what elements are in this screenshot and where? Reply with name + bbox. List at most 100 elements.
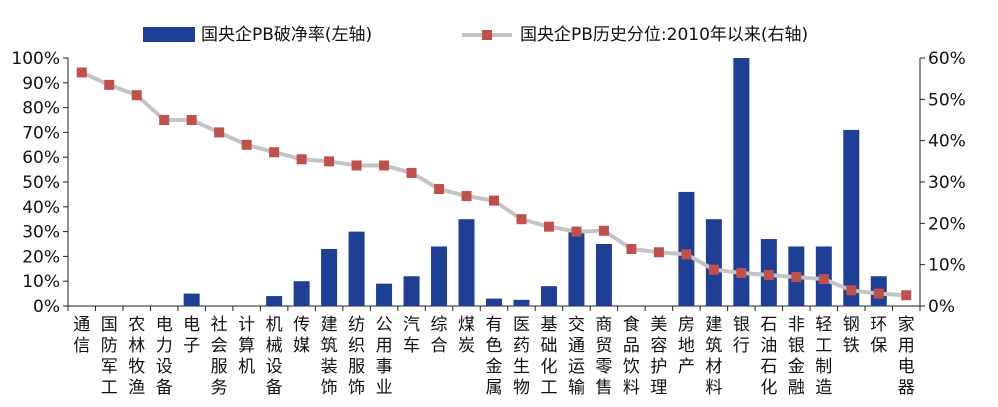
x-tick-label: 计算机 xyxy=(238,315,255,377)
line-point xyxy=(214,127,225,138)
line-point xyxy=(516,214,527,225)
line-point xyxy=(296,154,307,165)
line-point xyxy=(791,272,802,283)
x-tick-label: 机械设备 xyxy=(266,315,283,398)
x-tick-label: 轻工制造 xyxy=(815,315,832,398)
left-tick-label: 50% xyxy=(22,173,60,193)
line-point xyxy=(351,160,362,171)
bar xyxy=(486,298,502,306)
left-tick-label: 40% xyxy=(22,198,60,218)
line-point xyxy=(708,264,719,275)
line-point xyxy=(186,115,197,125)
left-tick-label: 70% xyxy=(22,123,60,143)
line-point xyxy=(818,274,829,285)
bar xyxy=(540,286,557,306)
x-tick-label: 传媒 xyxy=(293,315,310,356)
legend-line-marker xyxy=(482,30,492,40)
legend: 国央企PB破净率(左轴) 国央企PB历史分位:2010年以来(右轴) xyxy=(143,25,808,45)
left-tick-label: 100% xyxy=(11,49,60,69)
line-point xyxy=(598,225,609,236)
x-tick-label: 煤炭 xyxy=(458,315,475,356)
line-point xyxy=(324,156,335,167)
x-tick-label: 汽车 xyxy=(403,315,420,356)
line-point xyxy=(681,249,692,260)
bar xyxy=(183,293,200,306)
x-tick-label: 建筑装饰 xyxy=(321,315,338,398)
right-tick-label: 30% xyxy=(928,173,966,193)
line-point xyxy=(626,243,637,254)
line-point xyxy=(543,221,554,232)
x-axis-labels: 通信国防军工农林牧渔电力设备电子社会服务计算机机械设备传媒建筑装饰纺织服饰公用事… xyxy=(73,315,915,398)
x-tick-label: 社会服务 xyxy=(211,315,228,398)
x-tick-label: 商贸零售 xyxy=(595,315,612,398)
line-point xyxy=(159,115,170,125)
x-tick-label: 基础化工 xyxy=(540,315,557,398)
bar xyxy=(595,244,612,306)
bar xyxy=(568,231,585,306)
bar xyxy=(431,246,448,306)
percentile-line xyxy=(80,70,907,298)
left-tick-label: 80% xyxy=(22,99,60,119)
right-tick-label: 50% xyxy=(928,90,966,110)
left-tick-label: 90% xyxy=(22,74,60,94)
x-tick-label: 国防军工 xyxy=(101,315,118,398)
legend-bar-swatch xyxy=(143,27,195,42)
x-tick-label: 医药生物 xyxy=(513,315,530,398)
x-tick-label: 银行 xyxy=(733,315,750,356)
line-series xyxy=(76,67,912,301)
bar xyxy=(348,231,365,306)
bar xyxy=(376,283,393,306)
x-tick-label: 交通运输 xyxy=(568,315,585,398)
x-tick-label: 石油石化 xyxy=(760,315,777,398)
right-tick-label: 10% xyxy=(928,256,966,276)
line-point xyxy=(901,290,912,301)
line-point xyxy=(241,139,252,150)
line-point xyxy=(489,195,499,206)
line-point xyxy=(434,184,445,195)
line-point xyxy=(104,79,115,90)
x-tick-label: 通信 xyxy=(73,315,90,356)
x-tick-label: 非银金融 xyxy=(788,315,805,398)
left-tick-label: 0% xyxy=(33,297,60,317)
x-tick-label: 纺织服饰 xyxy=(348,315,365,398)
x-tick-label: 农林牧渔 xyxy=(128,315,145,398)
x-tick-label: 有色金属 xyxy=(486,315,503,398)
bar xyxy=(513,299,530,306)
right-tick-label: 20% xyxy=(928,214,966,234)
x-tick-label: 美容护理 xyxy=(650,315,667,398)
bar xyxy=(293,281,310,306)
line-point xyxy=(76,67,87,78)
line-point xyxy=(131,90,142,101)
bar xyxy=(843,129,860,306)
x-tick-label: 钢铁 xyxy=(843,315,860,356)
bars-series xyxy=(183,58,887,306)
legend-bar-label: 国央企PB破净率(左轴) xyxy=(201,25,372,45)
x-tick-label: 综合 xyxy=(431,315,448,356)
right-tick-label: 60% xyxy=(928,49,966,69)
bar xyxy=(266,296,283,306)
x-tick-label: 电子 xyxy=(183,315,200,356)
line-point xyxy=(653,247,664,258)
left-tick-label: 60% xyxy=(22,148,60,168)
left-tick-label: 30% xyxy=(22,223,60,243)
bar xyxy=(321,248,338,306)
bar xyxy=(733,58,750,306)
x-tick-label: 食品饮料 xyxy=(623,315,640,398)
x-tick-label: 房地产 xyxy=(678,315,695,377)
x-tick-label: 建筑材料 xyxy=(705,315,722,398)
x-tick-label: 公用事业 xyxy=(376,315,393,398)
right-tick-label: 40% xyxy=(928,132,966,152)
line-point xyxy=(763,270,774,280)
x-tick-label: 电力设备 xyxy=(156,315,173,398)
bar xyxy=(458,219,475,306)
left-tick-label: 10% xyxy=(22,272,60,292)
legend-line-label: 国央企PB历史分位:2010年以来(右轴) xyxy=(520,25,808,45)
line-point xyxy=(379,160,390,171)
axes: 0% 10% 20% 30% 40% 50% 60% 70% 80% 90% 100% 0% 10% 20… xyxy=(11,49,965,317)
x-tick-label: 环保 xyxy=(870,315,887,356)
right-tick-label: 0% xyxy=(928,297,955,317)
line-point xyxy=(846,285,857,296)
line-point xyxy=(873,288,884,299)
line-point xyxy=(571,226,582,237)
